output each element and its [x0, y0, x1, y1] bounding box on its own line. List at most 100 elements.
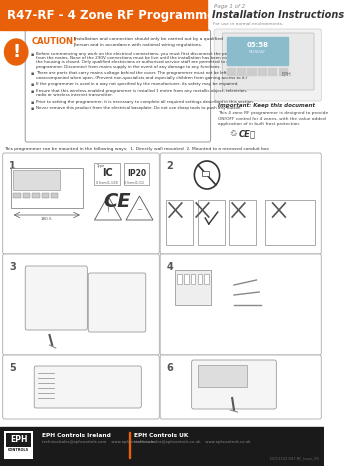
Polygon shape: [94, 196, 121, 220]
Bar: [0, 427, 324, 466]
Bar: [4, 431, 33, 459]
Bar: [265, 200, 315, 245]
FancyBboxPatch shape: [160, 254, 321, 355]
Text: Installation and connection should only be carried out by a qualified: Installation and connection should only …: [74, 37, 223, 41]
FancyBboxPatch shape: [160, 355, 321, 419]
Text: Before commencing any work on the electrical connections, you must first disconn: Before commencing any work on the electr…: [36, 52, 248, 56]
Circle shape: [4, 39, 28, 65]
Text: IC: IC: [102, 168, 112, 178]
Bar: [247, 68, 256, 75]
FancyBboxPatch shape: [25, 30, 211, 142]
Bar: [268, 68, 276, 75]
Bar: [227, 68, 235, 75]
Text: CE: CE: [103, 192, 131, 211]
Bar: [237, 68, 245, 75]
Text: This programmer can be mounted in the following ways:  1. Directly wall mounted : This programmer can be mounted in the fo…: [4, 147, 270, 151]
Bar: [124, 163, 149, 185]
Bar: [184, 274, 189, 284]
Bar: [94, 163, 120, 185]
Text: CAUTION!: CAUTION!: [31, 37, 77, 46]
Text: MONDAY: MONDAY: [249, 50, 266, 54]
Text: ON/OFF control for 4 zones, with the value added: ON/OFF control for 4 zones, with the val…: [218, 116, 326, 121]
Bar: [0, 0, 207, 30]
Text: 5: 5: [9, 363, 16, 373]
Bar: [51, 193, 58, 198]
Text: ▪: ▪: [31, 71, 34, 76]
Text: radio or wireless internet transmitter.: radio or wireless internet transmitter.: [36, 93, 113, 97]
Bar: [6, 433, 31, 447]
Text: application of in built frost protection.: application of in built frost protection…: [218, 122, 300, 126]
FancyBboxPatch shape: [3, 254, 159, 355]
Bar: [202, 171, 209, 176]
Text: ▪: ▪: [31, 89, 34, 94]
Text: ▪: ▪: [31, 100, 34, 105]
Text: 3: 3: [9, 262, 16, 272]
Text: IP20: IP20: [127, 169, 147, 178]
Bar: [166, 200, 193, 245]
Text: Ensure that this wireless-enabled programmer is installed 1 metre from any metal: Ensure that this wireless-enabled progra…: [36, 89, 247, 93]
FancyBboxPatch shape: [3, 153, 159, 254]
FancyBboxPatch shape: [160, 153, 321, 254]
Text: 6: 6: [166, 363, 173, 373]
Text: For use in normal environments.: For use in normal environments.: [213, 22, 284, 26]
Text: ~: ~: [136, 207, 143, 213]
Bar: [11, 168, 83, 208]
Text: ▪: ▪: [31, 52, 34, 57]
FancyBboxPatch shape: [192, 360, 276, 409]
Text: the housing is closed. Only qualified electricians or authorised service staff a: the housing is closed. Only qualified el…: [36, 61, 244, 64]
Circle shape: [194, 161, 220, 189]
Text: If the programmer is used in a way not specified by the manufacturer, its safety: If the programmer is used in a way not s…: [36, 82, 238, 86]
Bar: [13, 193, 21, 198]
Text: !: !: [12, 43, 20, 61]
Text: ⨉: ⨉: [249, 130, 254, 139]
FancyBboxPatch shape: [222, 33, 314, 90]
Text: R47-RF - 4 Zone RF Programmer: R47-RF - 4 Zone RF Programmer: [7, 8, 221, 21]
Bar: [13, 170, 60, 190]
Text: EPH: EPH: [10, 436, 28, 445]
Text: unaccompanied when open. (Prevent non-specialists and especially children from g: unaccompanied when open. (Prevent non-sp…: [36, 75, 247, 80]
Text: This 4 zone RF programmer is designed to provide: This 4 zone RF programmer is designed to…: [218, 111, 328, 115]
Text: Important: Keep this document: Important: Keep this document: [218, 103, 315, 108]
Bar: [129, 432, 130, 458]
Text: from the mains. None of the 230V connections must be live until the installation: from the mains. None of the 230V connect…: [36, 56, 253, 60]
Text: CE: CE: [238, 130, 250, 139]
Bar: [32, 193, 40, 198]
FancyBboxPatch shape: [214, 29, 321, 101]
Text: !: !: [107, 207, 109, 213]
Bar: [198, 365, 247, 387]
Text: Type: Type: [96, 164, 104, 168]
Bar: [198, 200, 225, 245]
Bar: [279, 68, 287, 75]
FancyBboxPatch shape: [34, 366, 141, 408]
Text: There are parts that carry mains voltage behind the cover. The programmer must n: There are parts that carry mains voltage…: [36, 71, 227, 75]
Text: 2: 2: [166, 161, 173, 171]
Bar: [42, 193, 49, 198]
Text: X Item(1:133): X Item(1:133): [96, 181, 119, 185]
FancyBboxPatch shape: [25, 266, 87, 330]
Bar: [191, 274, 195, 284]
Text: ▪: ▪: [31, 82, 34, 87]
Text: DOC1102 R47-RF_Issue_P4: DOC1102 R47-RF_Issue_P4: [270, 456, 319, 460]
Text: Never remove this product from the electrical baseplate. Do not use sharp tools : Never remove this product from the elect…: [36, 107, 242, 110]
Text: ▪: ▪: [31, 107, 34, 111]
Text: EPH Controls Ireland: EPH Controls Ireland: [42, 433, 111, 438]
Text: X Item(1:11): X Item(1:11): [124, 181, 144, 185]
FancyBboxPatch shape: [88, 273, 146, 332]
Text: 1: 1: [9, 161, 16, 171]
Bar: [204, 274, 209, 284]
Text: Prior to setting the programmer, it is necessary to complete all required settin: Prior to setting the programmer, it is n…: [36, 100, 254, 104]
Text: technicalsales@ephcontrols.com    www.ephcontrols.com: technicalsales@ephcontrols.com www.ephco…: [42, 440, 155, 444]
Bar: [258, 68, 266, 75]
Text: programmer. Disconnect from mains supply in the event of any damage to any funct: programmer. Disconnect from mains supply…: [36, 65, 221, 69]
Bar: [175, 270, 211, 305]
Text: person and in accordance with national wiring regulations.: person and in accordance with national w…: [74, 43, 202, 47]
Bar: [177, 274, 182, 284]
Text: EPH Controls UK: EPH Controls UK: [134, 433, 189, 438]
Text: Installation Instructions: Installation Instructions: [212, 10, 345, 20]
Text: CONTROLS: CONTROLS: [8, 448, 30, 452]
Text: technicalsales@ephcontrols.co.uk    www.ephcontrols.co.uk: technicalsales@ephcontrols.co.uk www.eph…: [134, 440, 251, 444]
Bar: [227, 37, 288, 65]
Bar: [23, 193, 30, 198]
Polygon shape: [126, 196, 153, 220]
Text: 05:58: 05:58: [246, 42, 269, 48]
